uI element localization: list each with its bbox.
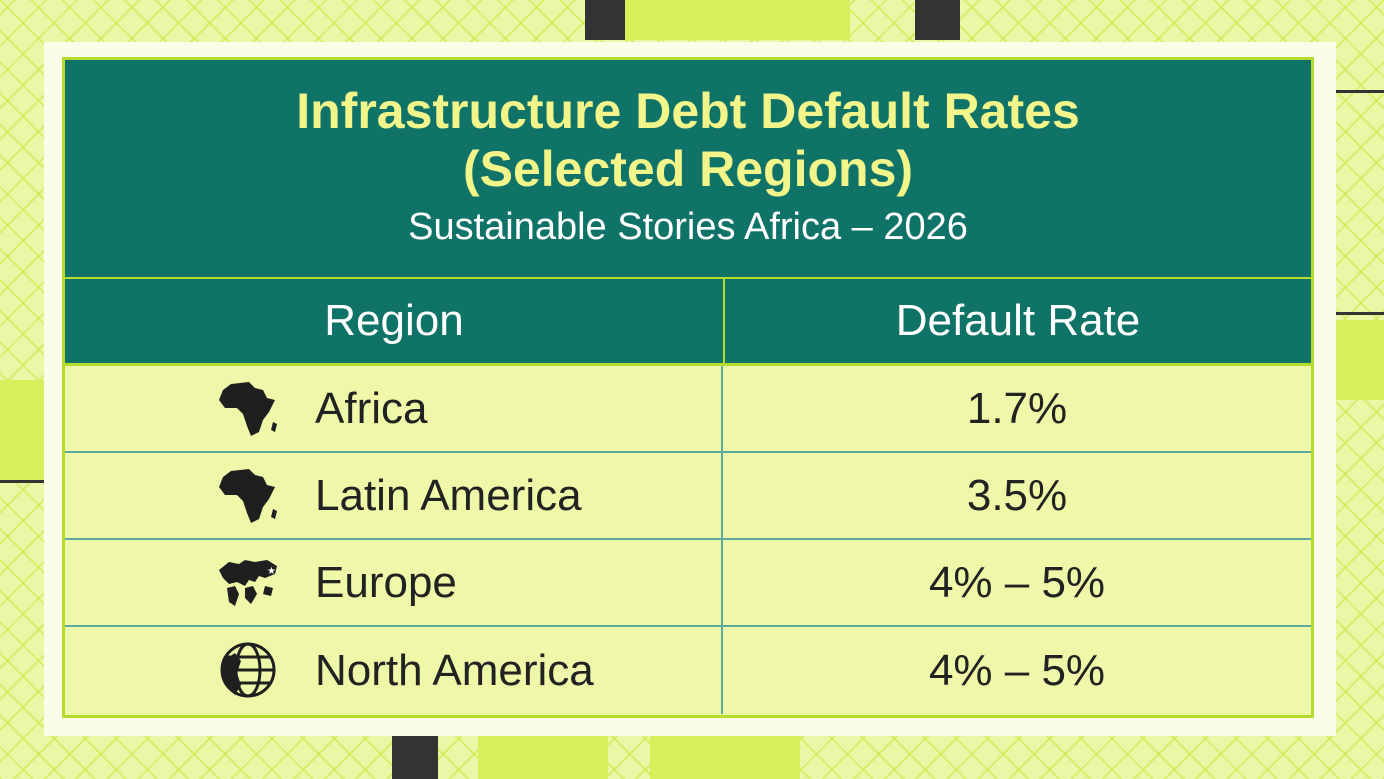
title-line-2: (Selected Regions) bbox=[462, 141, 914, 197]
rate-cell: 3.5% bbox=[966, 470, 1068, 520]
table-row: Latin America 3.5% bbox=[65, 453, 1311, 540]
bg-block bbox=[1336, 320, 1384, 400]
page-title: Infrastructure Debt Default Rates (Selec… bbox=[65, 60, 1311, 198]
globe-icon bbox=[220, 642, 276, 698]
region-label: Europe bbox=[315, 557, 457, 607]
region-label: North America bbox=[315, 645, 594, 695]
region-label: Latin America bbox=[315, 470, 582, 520]
world-map-icon: ★ bbox=[219, 560, 277, 606]
title-line-1: Infrastructure Debt Default Rates bbox=[296, 83, 1080, 139]
table-row: ★ Europe 4% – 5% bbox=[65, 540, 1311, 627]
bg-block bbox=[392, 736, 438, 779]
column-header-region: Region bbox=[65, 279, 725, 363]
bg-block bbox=[650, 736, 800, 779]
subtitle: Sustainable Stories Africa – 2026 bbox=[408, 206, 968, 248]
region-label: Africa bbox=[315, 383, 428, 433]
rate-cell: 4% – 5% bbox=[928, 557, 1106, 607]
bg-block bbox=[0, 380, 44, 480]
svg-text:★: ★ bbox=[267, 566, 276, 577]
bg-block bbox=[915, 0, 960, 40]
rate-cell: 1.7% bbox=[966, 383, 1068, 433]
africa-icon bbox=[219, 469, 277, 523]
bg-block bbox=[0, 480, 44, 483]
bg-block bbox=[1336, 90, 1384, 93]
table-row: Africa 1.7% bbox=[65, 366, 1311, 453]
column-header-default-rate: Default Rate bbox=[895, 296, 1141, 345]
title-band: Infrastructure Debt Default Rates (Selec… bbox=[65, 60, 1311, 279]
table-row: North America 4% – 5% bbox=[65, 627, 1311, 714]
bg-block bbox=[625, 0, 850, 40]
table-body: Africa 1.7% Latin America 3.5% bbox=[65, 366, 1311, 714]
region-cell: Latin America bbox=[65, 453, 723, 538]
bg-block bbox=[585, 0, 625, 40]
region-cell: North America bbox=[65, 627, 723, 714]
table-header: Region Default Rate bbox=[65, 279, 1311, 366]
region-cell: ★ Europe bbox=[65, 540, 723, 625]
bg-block bbox=[478, 736, 608, 779]
region-cell: Africa bbox=[65, 366, 723, 451]
bg-block bbox=[1336, 312, 1384, 315]
rate-cell: 4% – 5% bbox=[928, 645, 1106, 695]
africa-icon bbox=[219, 382, 277, 436]
table-card: Infrastructure Debt Default Rates (Selec… bbox=[62, 57, 1314, 718]
